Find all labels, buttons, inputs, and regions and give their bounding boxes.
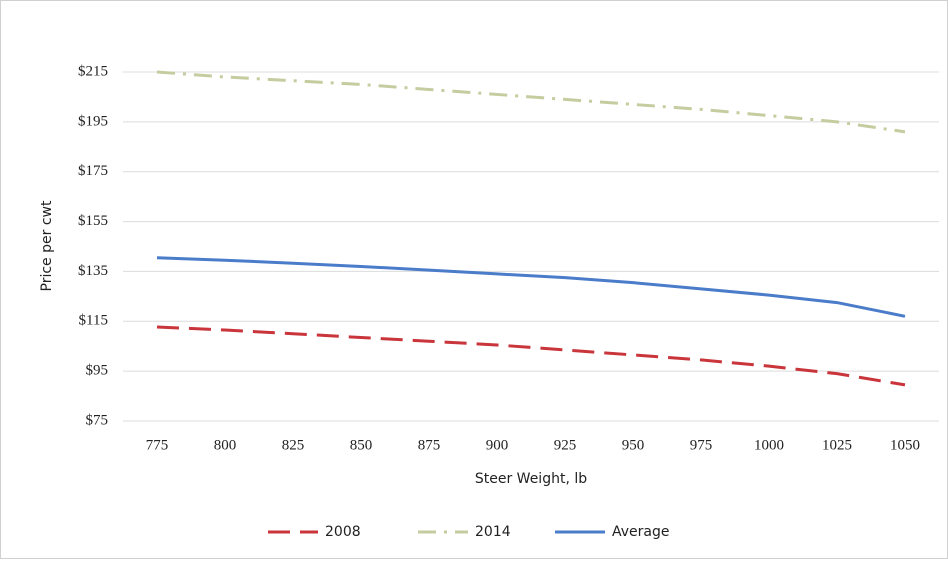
x-tick-label: 1000 — [754, 437, 784, 453]
x-axis-title: Steer Weight, lb — [475, 471, 587, 487]
legend-label: 2008 — [325, 524, 361, 540]
y-tick-label: $155 — [78, 213, 108, 229]
series-line — [156, 325, 906, 387]
x-tick-label: 950 — [622, 437, 645, 453]
y-tick-label: $175 — [78, 163, 108, 179]
y-tick-label: $75 — [86, 412, 109, 428]
x-tick-label: 900 — [486, 437, 509, 453]
series-line — [156, 70, 906, 134]
x-tick-label: 1025 — [822, 437, 852, 453]
y-tick-label: $135 — [78, 263, 108, 279]
x-tick-label: 775 — [146, 437, 169, 453]
y-axis-title: Price per cwt — [39, 200, 55, 291]
y-tick-label: $95 — [86, 363, 109, 379]
legend-label: 2014 — [475, 524, 511, 540]
x-tick-label: 875 — [418, 437, 441, 453]
x-tick-label: 850 — [350, 437, 373, 453]
x-tick-label: 800 — [214, 437, 237, 453]
x-tick-label: 825 — [282, 437, 305, 453]
x-tick-label: 1050 — [890, 437, 920, 453]
x-tick-label: 925 — [554, 437, 577, 453]
y-tick-label: $215 — [78, 63, 108, 79]
legend-label: Average — [612, 524, 670, 540]
x-tick-label: 975 — [690, 437, 713, 453]
y-tick-label: $195 — [78, 113, 108, 129]
y-tick-label: $115 — [79, 313, 108, 329]
series-line — [156, 256, 906, 318]
